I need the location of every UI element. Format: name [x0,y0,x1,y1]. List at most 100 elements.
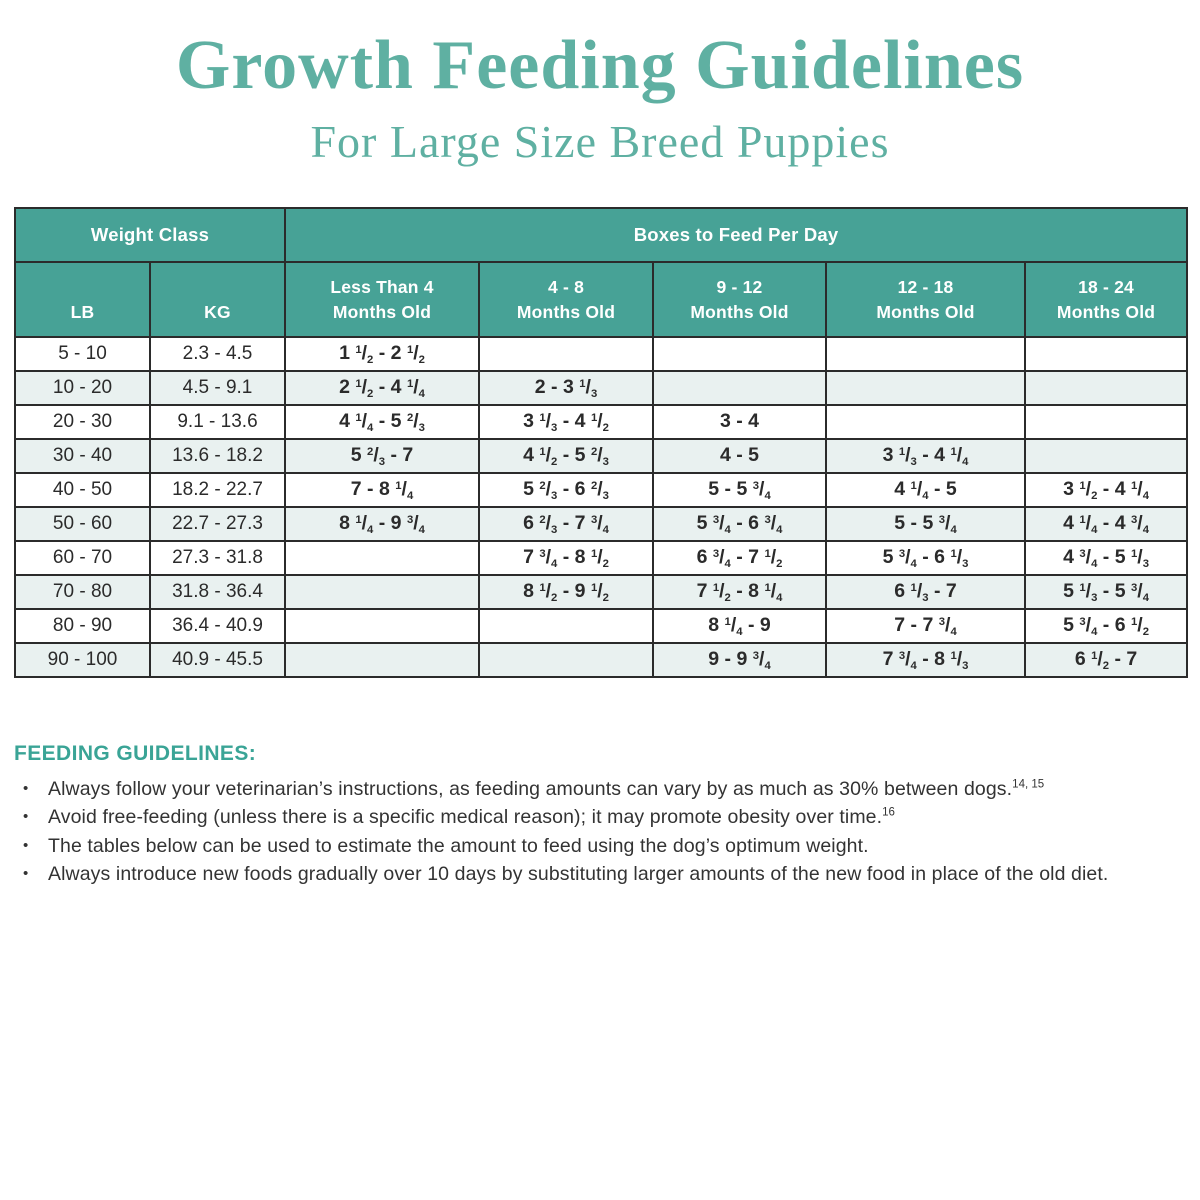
guideline-text: Avoid free-feeding (unless there is a sp… [48,806,895,829]
table-head: Weight Class Boxes to Feed Per Day LB KG L… [13,206,1189,338]
fraction: 3/4 [764,512,783,537]
fraction: 3/4 [590,512,609,537]
guidelines-list: • Always follow your veterinarian’s instr… [14,775,1186,889]
boxes-amount-cell: 8 1/4 - 9 3/4 [284,505,481,542]
fraction: 2/3 [539,512,558,537]
fraction: 1/3 [1079,580,1098,605]
feeding-guidelines-section: FEEDING GUIDELINES: • Always follow your … [14,742,1186,889]
fraction: 1/2 [406,342,425,367]
boxes-amount-cell: 3 1/3 - 4 1/4 [825,437,1027,474]
table-body: 5 - 10 2.3 - 4.5 1 1/2 - 2 1/2 10 - 20 4.5 -… [14,335,1189,678]
boxes-amount-cell [825,335,1027,372]
boxes-amount-cell [1024,335,1189,372]
fraction: 1/3 [1130,546,1149,571]
boxes-amount-cell [652,335,828,372]
boxes-amount-cell: 5 - 5 3/4 [652,471,828,508]
boxes-amount-cell: 1 1/2 - 2 1/2 [284,335,481,372]
boxes-amount-cell [478,607,655,644]
fraction: 1/2 [355,342,374,367]
boxes-amount-cell [825,403,1027,440]
fraction: 3/4 [1130,580,1149,605]
guideline-item: • Avoid free-feeding (unless there is a s… [14,803,1186,832]
column-header-9-12: 9 - 12 Months Old [652,260,828,338]
guidelines-heading: FEEDING GUIDELINES: [14,741,257,765]
fraction: 2/3 [590,444,609,469]
weight-lb-cell: 70 - 80 [14,573,151,610]
boxes-amount-cell: 5 3/4 - 6 1/3 [825,539,1027,576]
weight-lb-cell: 5 - 10 [14,335,151,372]
guideline-item: • Always introduce new foods gradually ov… [14,860,1186,889]
fraction: 2/3 [406,410,425,435]
fraction: 3/4 [938,512,957,537]
weight-kg-cell: 18.2 - 22.7 [148,471,287,508]
boxes-amount-cell [825,369,1027,406]
fraction: 3/4 [712,546,731,571]
column-header-12-18: 12 - 18 Months Old [825,260,1027,338]
table-row: 50 - 60 22.7 - 27.3 8 1/4 - 9 3/4 6 2/3 - 7… [14,505,1189,542]
fraction: 3/4 [938,614,957,639]
boxes-amount-cell [284,641,481,678]
boxes-amount-cell: 4 3/4 - 5 1/3 [1024,539,1189,576]
table-row: 70 - 80 31.8 - 36.4 8 1/2 - 9 1/2 7 1/2 - 8… [14,573,1189,610]
bullet-icon: • [23,779,29,797]
boxes-amount-cell [1024,437,1189,474]
weight-lb-cell: 50 - 60 [14,505,151,542]
fraction: 2/3 [590,478,609,503]
column-header-less-than-4: Less Than 4 Months Old [284,260,481,338]
boxes-amount-cell: 5 - 5 3/4 [825,505,1027,542]
weight-lb-cell: 10 - 20 [14,369,151,406]
boxes-amount-cell: 7 3/4 - 8 1/3 [825,641,1027,678]
boxes-amount-cell: 7 1/2 - 8 1/4 [652,573,828,610]
fraction: 1/2 [712,580,731,605]
boxes-amount-cell: 4 - 5 [652,437,828,474]
boxes-amount-cell: 5 3/4 - 6 1/2 [1024,607,1189,644]
boxes-amount-cell: 8 1/4 - 9 [652,607,828,644]
table-row: 20 - 30 9.1 - 13.6 4 1/4 - 5 2/3 3 1/3 - 4 … [14,403,1189,440]
fraction: 1/2 [539,580,558,605]
fraction: 1/2 [590,410,609,435]
weight-class-header: Weight Class [13,206,287,263]
fraction: 1/2 [590,580,609,605]
boxes-amount-cell: 2 1/2 - 4 1/4 [284,369,481,406]
page-subtitle: For Large Size Breed Puppies [310,116,890,168]
footnote-reference: 16 [882,806,895,819]
boxes-amount-cell: 4 1/4 - 5 [825,471,1027,508]
fraction: 1/4 [950,444,969,469]
boxes-amount-cell: 7 - 7 3/4 [825,607,1027,644]
guideline-text: The tables below can be used to estimate… [48,834,869,857]
boxes-amount-cell: 5 2/3 - 7 [284,437,481,474]
fraction: 1/2 [764,546,783,571]
boxes-amount-cell: 4 1/4 - 4 3/4 [1024,505,1189,542]
column-header-18-24: 18 - 24 Months Old [1024,260,1189,338]
boxes-amount-cell [478,335,655,372]
boxes-to-feed-header: Boxes to Feed Per Day [284,206,1189,263]
fraction: 1/4 [724,614,743,639]
guideline-item: • The tables below can be used to estimat… [14,832,1186,861]
feeding-table: Weight Class Boxes to Feed Per Day LB KG L… [13,206,1189,678]
fraction: 3/4 [898,648,917,673]
table-row: 90 - 100 40.9 - 45.5 9 - 9 3/4 7 3/4 - 8 1/… [14,641,1189,678]
fraction: 3/4 [752,478,771,503]
boxes-amount-cell: 5 3/4 - 6 3/4 [652,505,828,542]
boxes-amount-cell: 7 3/4 - 8 1/2 [478,539,655,576]
table-row: 10 - 20 4.5 - 9.1 2 1/2 - 4 1/4 2 - 3 1/3 [14,369,1189,406]
boxes-amount-cell: 9 - 9 3/4 [652,641,828,678]
boxes-amount-cell: 8 1/2 - 9 1/2 [478,573,655,610]
fraction: 3/4 [752,648,771,673]
weight-lb-cell: 20 - 30 [14,403,151,440]
boxes-amount-cell [1024,369,1189,406]
fraction: 1/2 [1091,648,1110,673]
fraction: 1/3 [579,376,598,401]
weight-kg-cell: 22.7 - 27.3 [148,505,287,542]
boxes-amount-cell [284,573,481,610]
fraction: 1/2 [539,444,558,469]
fraction: 1/2 [590,546,609,571]
weight-lb-cell: 60 - 70 [14,539,151,576]
boxes-amount-cell: 7 - 8 1/4 [284,471,481,508]
boxes-amount-cell [284,607,481,644]
fraction: 1/3 [910,580,929,605]
fraction: 1/2 [355,376,374,401]
fraction: 1/4 [910,478,929,503]
